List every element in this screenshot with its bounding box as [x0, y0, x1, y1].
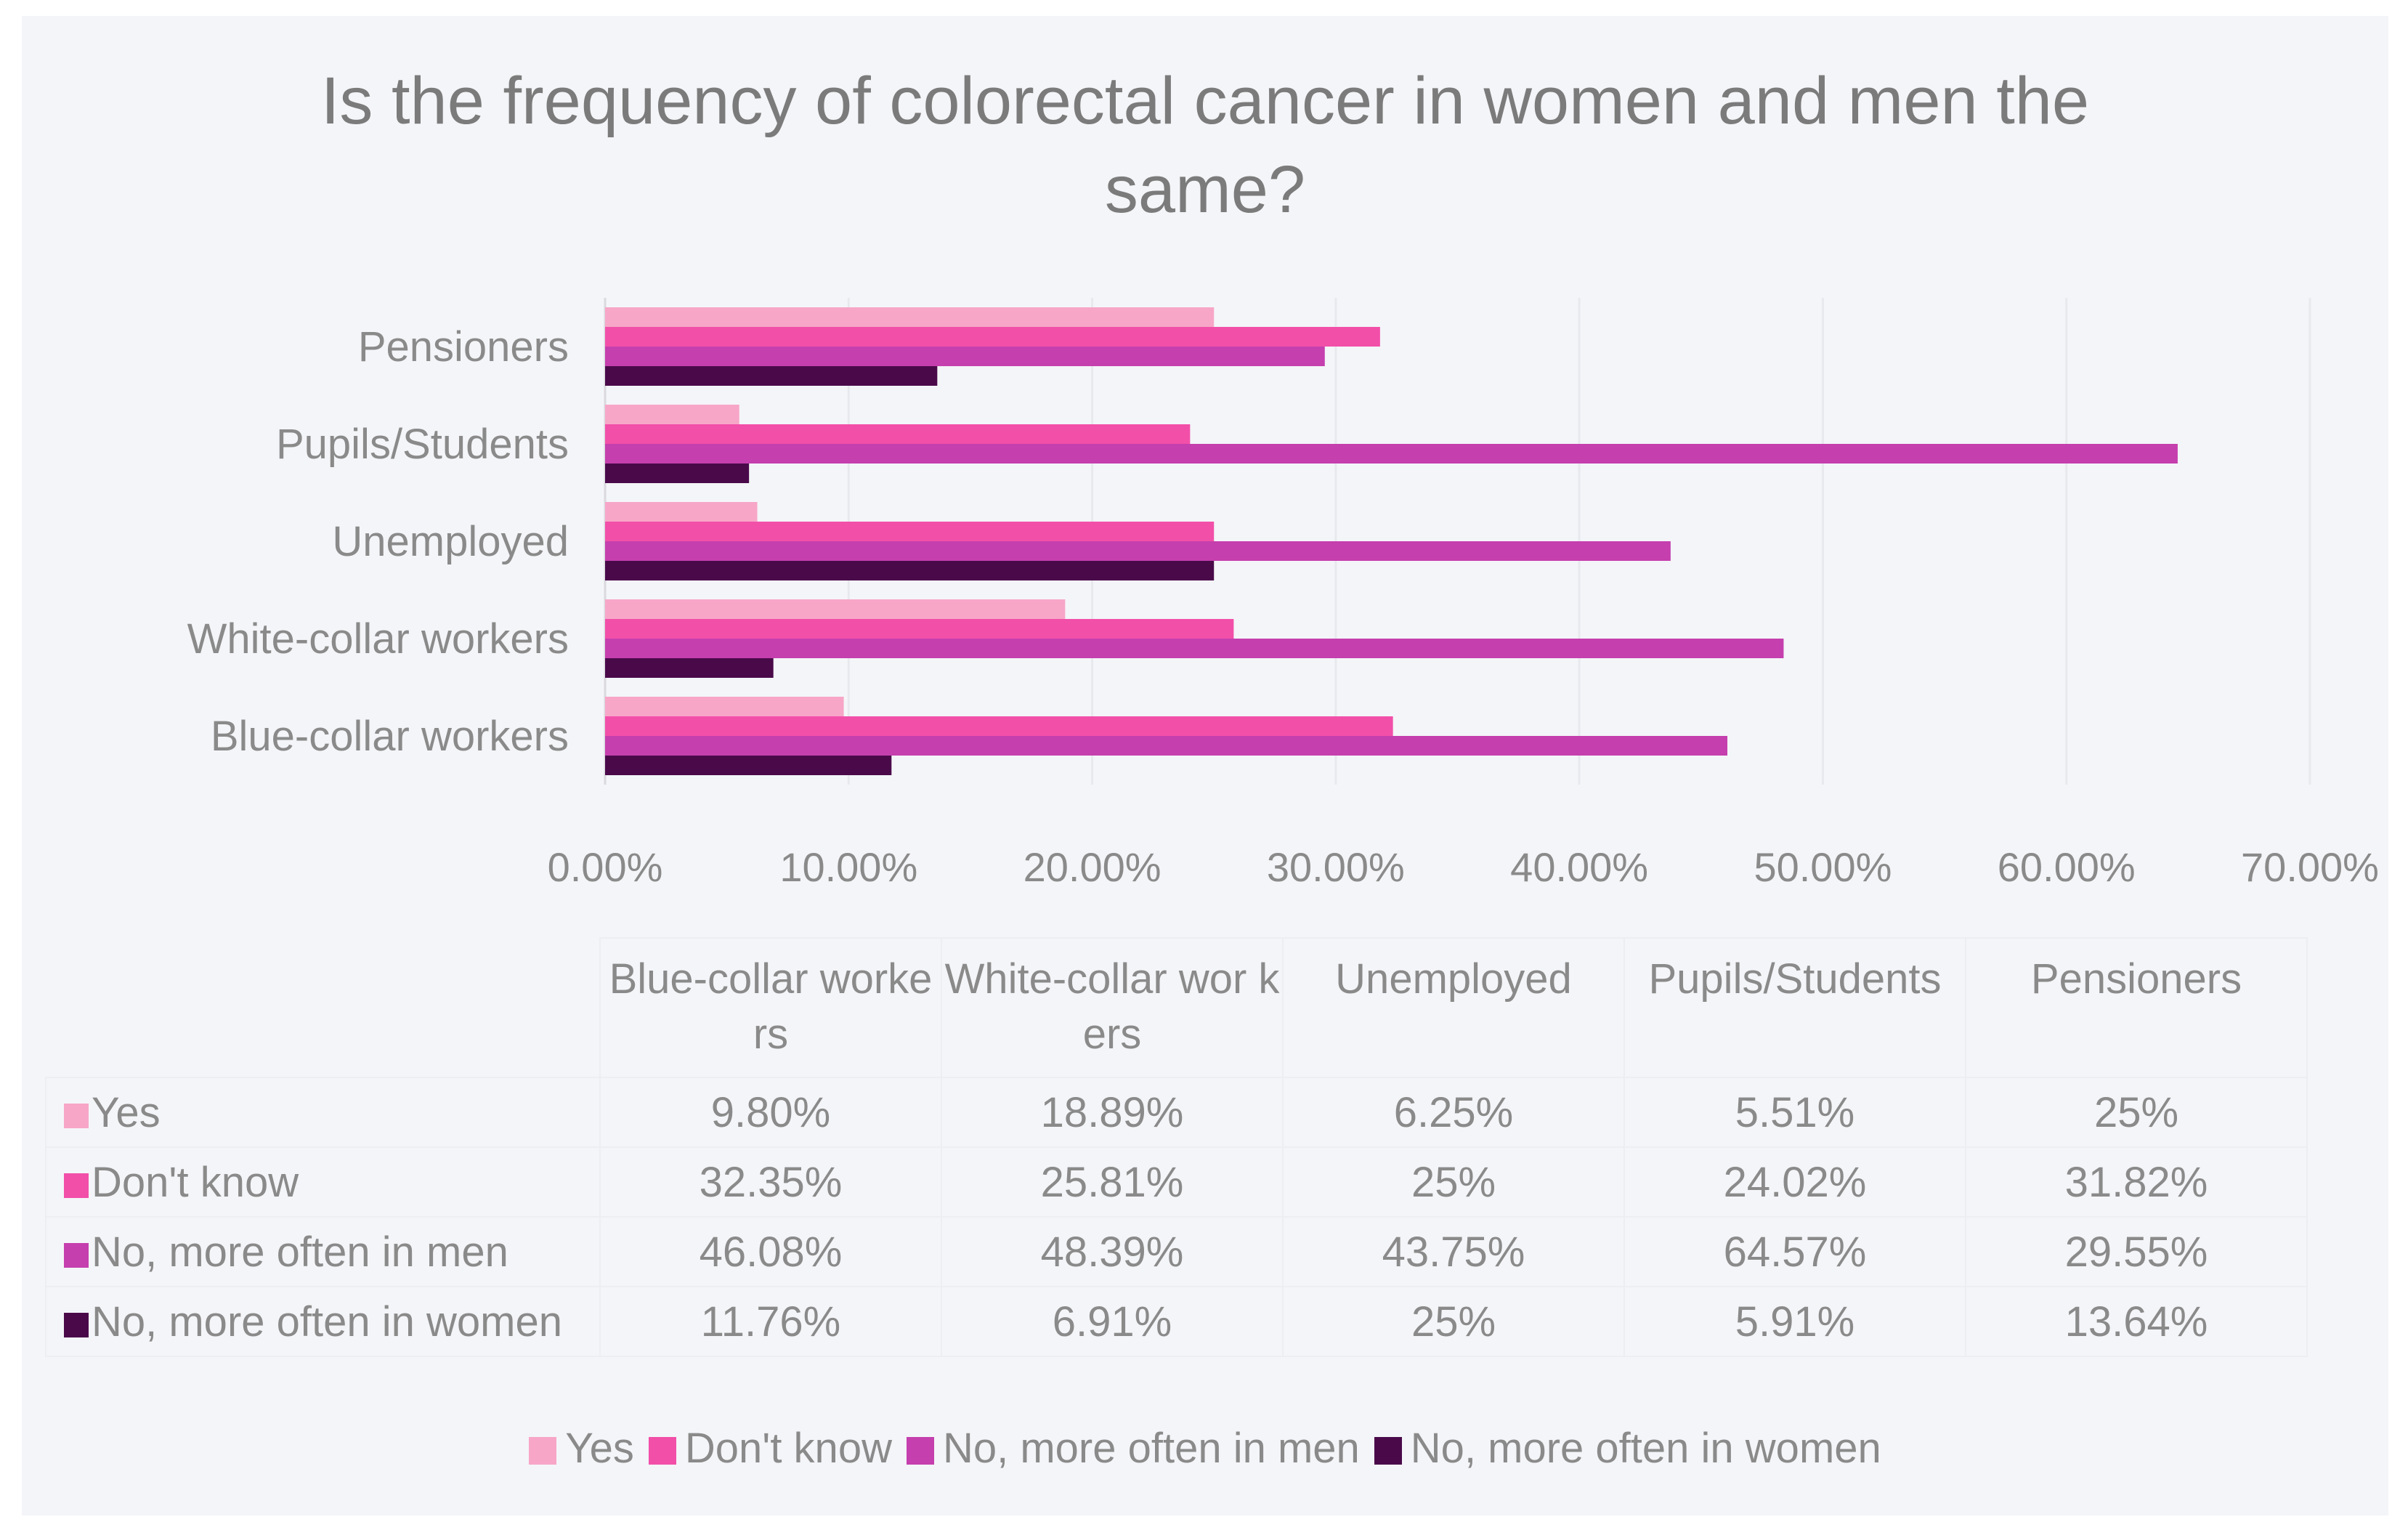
data-table-cell: 9.80%	[599, 1077, 942, 1148]
data-table-cell: 25.81%	[941, 1146, 1284, 1218]
y-category-label: Pupils/Students	[276, 421, 569, 468]
data-table-row-label: Yes	[45, 1077, 601, 1148]
data-table-cell: 25%	[1965, 1077, 2308, 1148]
y-category-label: Unemployed	[332, 518, 569, 565]
legend-key-swatch	[64, 1103, 89, 1128]
data-table-header: Blue-collar worke rs	[599, 937, 942, 1078]
bar	[605, 541, 1671, 561]
data-table-header: Pensioners	[1965, 937, 2308, 1078]
y-category-label: White-collar workers	[187, 615, 569, 663]
legend-swatch	[529, 1437, 557, 1465]
data-table-cell: 6.25%	[1282, 1077, 1625, 1148]
data-table-cell: 29.55%	[1965, 1216, 2308, 1287]
bar	[605, 522, 1215, 541]
data-table-cell: 5.91%	[1623, 1286, 1966, 1357]
series-name: No, more often in men	[92, 1228, 508, 1276]
data-table-header: White-collar wor kers	[941, 937, 1284, 1078]
data-table-header: Pupils/Students	[1623, 937, 1966, 1078]
legend-key-swatch	[64, 1242, 89, 1268]
data-table-cell: 24.02%	[1623, 1146, 1966, 1218]
bar	[605, 756, 892, 775]
data-table-cell: 31.82%	[1965, 1146, 2308, 1218]
x-tick-label: 30.00%	[1267, 844, 1405, 890]
data-table-header: Unemployed	[1282, 937, 1625, 1078]
bar	[605, 658, 774, 678]
bar	[605, 327, 1380, 347]
bar	[605, 697, 844, 716]
y-category-label: Blue-collar workers	[211, 713, 569, 760]
chart-legend: Yes Don't know No, more often in men No, mo…	[22, 1424, 2388, 1473]
data-table-cell: 25%	[1282, 1286, 1625, 1357]
chart-title-line-1: Is the frequency of colorectal cancer in…	[320, 64, 2090, 138]
bar	[605, 307, 1215, 327]
x-tick-label: 0.00%	[548, 844, 663, 890]
legend-item: Yes	[529, 1424, 634, 1473]
legend-label: Don't know	[684, 1425, 892, 1472]
series-name: No, more often in women	[92, 1298, 562, 1345]
bar	[605, 716, 1393, 736]
data-table-cell: 46.08%	[599, 1216, 942, 1287]
bar	[605, 444, 2178, 464]
x-tick-label: 20.00%	[1023, 844, 1162, 890]
chart-title: Is the frequency of colorectal cancer in…	[22, 57, 2388, 234]
x-tick-label: 70.00%	[2241, 844, 2379, 890]
legend-label: No, more often in men	[942, 1425, 1360, 1472]
x-tick-label: 50.00%	[1754, 844, 1892, 890]
data-table-row: Yes 9.80% 18.89% 6.25% 5.51% 25%	[45, 1077, 2308, 1148]
legend-item: No, more often in men	[906, 1424, 1360, 1473]
data-table-row: No, more often in women 11.76% 6.91% 25% 5.9…	[45, 1286, 2308, 1357]
bar	[605, 619, 1234, 639]
data-table-cell: 32.35%	[599, 1146, 942, 1218]
data-table-cell: 43.75%	[1282, 1216, 1625, 1287]
bar	[605, 366, 938, 386]
bar-chart-plot: 0.00% 10.00% 20.00% 30.00% 40.00% 50.00% 60.00…	[187, 298, 2379, 890]
data-table-corner	[46, 938, 601, 1078]
data-table-header-row: Blue-collar worke rs White-collar wor ke…	[46, 937, 2308, 1078]
legend-key-swatch	[64, 1312, 89, 1337]
legend-key-swatch	[64, 1173, 89, 1198]
data-table-cell: 6.91%	[941, 1286, 1284, 1357]
bar	[605, 405, 739, 424]
bar	[605, 599, 1066, 619]
data-table-row-label: No, more often in women	[45, 1286, 601, 1357]
data-table-row-label: Don't know	[45, 1146, 601, 1218]
data-table-row: No, more often in men 46.08% 48.39% 43.75% 6…	[45, 1216, 2308, 1287]
x-tick-label: 60.00%	[1998, 844, 2136, 890]
legend-swatch	[1374, 1437, 1402, 1465]
x-tick-label: 40.00%	[1510, 844, 1648, 890]
bar	[605, 347, 1325, 366]
data-table: Blue-collar worke rs White-collar wor ke…	[45, 937, 2308, 1357]
data-table-row-label: No, more often in men	[45, 1216, 601, 1287]
legend-label: Yes	[565, 1425, 634, 1472]
data-table-cell: 13.64%	[1965, 1286, 2308, 1357]
data-table-row: Don't know 32.35% 25.81% 25% 24.02% 31.82%	[45, 1146, 2308, 1218]
legend-item: No, more often in women	[1374, 1424, 1881, 1473]
bar	[605, 639, 1784, 658]
bar	[605, 502, 758, 522]
y-category-label: Pensioners	[358, 323, 569, 371]
bar	[605, 561, 1215, 580]
data-table-cell: 18.89%	[941, 1077, 1284, 1148]
bar	[605, 464, 750, 483]
data-table-cell: 48.39%	[941, 1216, 1284, 1287]
series-name: Don't know	[92, 1158, 299, 1206]
legend-swatch	[648, 1437, 676, 1465]
data-table-cell: 5.51%	[1623, 1077, 1966, 1148]
legend-swatch	[906, 1437, 934, 1465]
x-tick-label: 10.00%	[779, 844, 917, 890]
chart-title-line-2: same?	[1104, 153, 1306, 227]
data-table-cell: 11.76%	[599, 1286, 942, 1357]
bar	[605, 736, 1727, 756]
legend-label: No, more often in women	[1410, 1425, 1881, 1472]
legend-item: Don't know	[648, 1424, 892, 1473]
data-table-cell: 25%	[1282, 1146, 1625, 1218]
data-table-cell: 64.57%	[1623, 1216, 1966, 1287]
bar	[605, 424, 1191, 444]
series-name: Yes	[92, 1088, 161, 1136]
